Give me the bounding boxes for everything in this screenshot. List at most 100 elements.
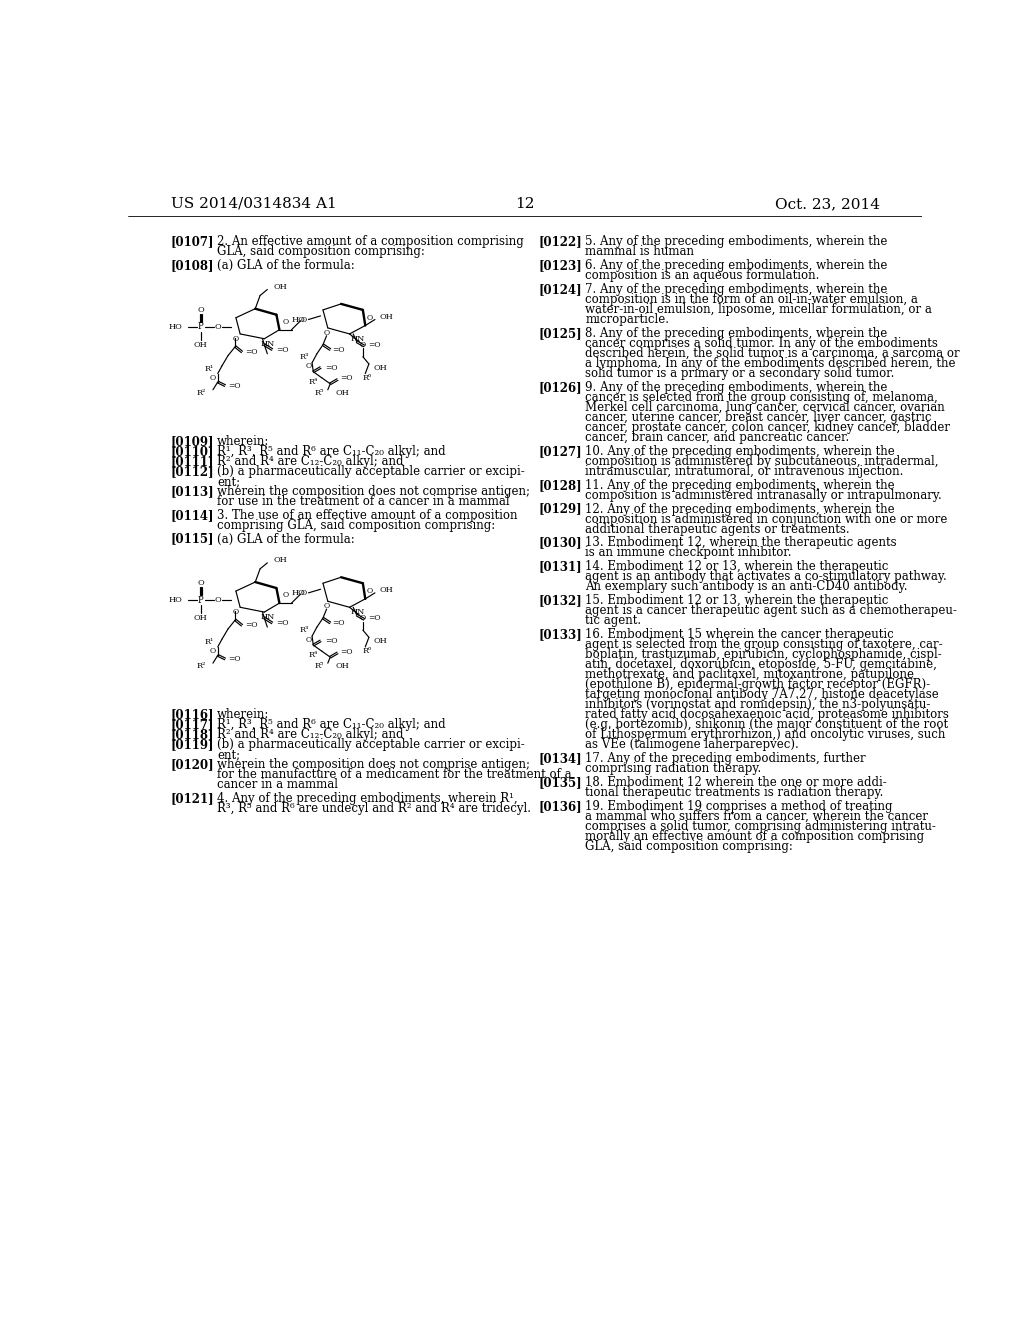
Text: HO: HO bbox=[169, 597, 182, 605]
Text: =O: =O bbox=[228, 381, 242, 389]
Text: [0130]: [0130] bbox=[539, 536, 583, 549]
Text: US 2014/0314834 A1: US 2014/0314834 A1 bbox=[171, 197, 336, 211]
Text: [0135]: [0135] bbox=[539, 776, 583, 789]
Text: OH: OH bbox=[379, 313, 393, 321]
Text: 12: 12 bbox=[515, 197, 535, 211]
Text: atin, docetaxel, doxorubicin, etoposide, 5-FU, gemcitabine,: atin, docetaxel, doxorubicin, etoposide,… bbox=[586, 659, 937, 671]
Text: [0112]: [0112] bbox=[171, 465, 214, 478]
Text: [0126]: [0126] bbox=[539, 381, 583, 393]
Text: R² and R⁴ are C₁₂-C₂₀ alkyl; and: R² and R⁴ are C₁₂-C₂₀ alkyl; and bbox=[217, 729, 403, 742]
Text: =O: =O bbox=[333, 346, 345, 354]
Text: [0134]: [0134] bbox=[539, 752, 583, 766]
Text: 8. Any of the preceding embodiments, wherein the: 8. Any of the preceding embodiments, whe… bbox=[586, 327, 888, 341]
Text: [0108]: [0108] bbox=[171, 259, 214, 272]
Text: methotrexate, and paclitaxel, mitoxantrone, patupilone: methotrexate, and paclitaxel, mitoxantro… bbox=[586, 668, 914, 681]
Text: Oct. 23, 2014: Oct. 23, 2014 bbox=[775, 197, 880, 211]
Text: [0117]: [0117] bbox=[171, 718, 214, 731]
Text: O: O bbox=[359, 614, 366, 622]
Text: =O: =O bbox=[368, 341, 380, 348]
Text: R¹, R³, R⁵ and R⁶ are C₁₁-C₂₀ alkyl; and: R¹, R³, R⁵ and R⁶ are C₁₁-C₂₀ alkyl; and bbox=[217, 718, 445, 731]
Text: additional therapeutic agents or treatments.: additional therapeutic agents or treatme… bbox=[586, 523, 850, 536]
Text: O: O bbox=[214, 322, 221, 331]
Text: O: O bbox=[301, 315, 306, 323]
Text: R³, R⁵ and R⁶ are undecyl and R² and R⁴ are tridecyl.: R³, R⁵ and R⁶ are undecyl and R² and R⁴ … bbox=[217, 803, 531, 816]
Text: HN: HN bbox=[351, 335, 365, 343]
Text: [0107]: [0107] bbox=[171, 235, 214, 248]
Text: for the manufacture of a medicament for the treatment of a: for the manufacture of a medicament for … bbox=[217, 768, 571, 781]
Text: HO: HO bbox=[291, 589, 305, 597]
Text: 19. Embodiment 19 comprises a method of treating: 19. Embodiment 19 comprises a method of … bbox=[586, 800, 893, 813]
Text: 17. Any of the preceding embodiments, further: 17. Any of the preceding embodiments, fu… bbox=[586, 752, 866, 766]
Text: cancer, brain cancer, and pancreatic cancer.: cancer, brain cancer, and pancreatic can… bbox=[586, 430, 850, 444]
Text: GLA, said composition comprising:: GLA, said composition comprising: bbox=[217, 246, 425, 259]
Text: [0123]: [0123] bbox=[539, 259, 583, 272]
Text: O: O bbox=[198, 306, 204, 314]
Text: R² and R⁴ are C₁₂-C₂₀ alkyl; and: R² and R⁴ are C₁₂-C₂₀ alkyl; and bbox=[217, 455, 403, 467]
Text: [0114]: [0114] bbox=[171, 508, 214, 521]
Text: HN: HN bbox=[260, 339, 274, 347]
Text: agent is selected from the group consisting of taxotere, car-: agent is selected from the group consist… bbox=[586, 638, 943, 651]
Text: O: O bbox=[232, 335, 239, 343]
Text: 18. Embodiment 12 wherein the one or more addi-: 18. Embodiment 12 wherein the one or mor… bbox=[586, 776, 887, 789]
Text: O: O bbox=[232, 609, 239, 616]
Text: (a) GLA of the formula:: (a) GLA of the formula: bbox=[217, 533, 355, 545]
Text: O: O bbox=[283, 591, 289, 599]
Text: OH: OH bbox=[379, 586, 393, 594]
Text: wherein the composition does not comprise antigen;: wherein the composition does not compris… bbox=[217, 484, 530, 498]
Text: comprising GLA, said composition comprising:: comprising GLA, said composition compris… bbox=[217, 519, 496, 532]
Text: described herein, the solid tumor is a carcinoma, a sarcoma or: described herein, the solid tumor is a c… bbox=[586, 347, 959, 360]
Text: [0121]: [0121] bbox=[171, 792, 214, 805]
Text: boplatin, trastuzumab, epirubicin, cyclophosphamide, cispl-: boplatin, trastuzumab, epirubicin, cyclo… bbox=[586, 648, 942, 661]
Text: HO: HO bbox=[291, 315, 305, 323]
Text: cancer comprises a solid tumor. In any of the embodiments: cancer comprises a solid tumor. In any o… bbox=[586, 337, 938, 350]
Text: O: O bbox=[367, 587, 373, 595]
Text: [0131]: [0131] bbox=[539, 560, 583, 573]
Text: HN: HN bbox=[260, 612, 274, 620]
Text: [0128]: [0128] bbox=[539, 479, 583, 492]
Text: comprises a solid tumor, comprising administering intratu-: comprises a solid tumor, comprising admi… bbox=[586, 820, 936, 833]
Text: OH: OH bbox=[373, 363, 387, 371]
Text: morally an effective amount of a composition comprising: morally an effective amount of a composi… bbox=[586, 830, 925, 843]
Text: Merkel cell carcinoma, lung cancer, cervical cancer, ovarian: Merkel cell carcinoma, lung cancer, cerv… bbox=[586, 401, 945, 414]
Text: targeting monoclonal antibody 7A7.27, histone deacetylase: targeting monoclonal antibody 7A7.27, hi… bbox=[586, 688, 939, 701]
Text: =O: =O bbox=[228, 655, 242, 663]
Text: wherein:: wherein: bbox=[217, 708, 269, 721]
Text: [0127]: [0127] bbox=[539, 445, 583, 458]
Text: P: P bbox=[198, 595, 204, 605]
Text: O: O bbox=[305, 636, 311, 644]
Text: O: O bbox=[367, 314, 373, 322]
Text: =O: =O bbox=[368, 614, 380, 622]
Text: [0110]: [0110] bbox=[171, 445, 214, 458]
Text: O: O bbox=[324, 329, 330, 337]
Text: cancer, prostate cancer, colon cancer, kidney cancer, bladder: cancer, prostate cancer, colon cancer, k… bbox=[586, 421, 950, 434]
Text: 6. Any of the preceding embodiments, wherein the: 6. Any of the preceding embodiments, whe… bbox=[586, 259, 888, 272]
Text: OH: OH bbox=[273, 282, 287, 292]
Text: O: O bbox=[214, 597, 221, 605]
Text: cancer is selected from the group consisting of, melanoma,: cancer is selected from the group consis… bbox=[586, 391, 938, 404]
Text: R⁴: R⁴ bbox=[309, 651, 318, 659]
Text: 16. Embodiment 15 wherein the cancer therapeutic: 16. Embodiment 15 wherein the cancer the… bbox=[586, 628, 894, 642]
Text: as VEe (talimogene laherparepvec).: as VEe (talimogene laherparepvec). bbox=[586, 738, 799, 751]
Text: O: O bbox=[210, 647, 216, 655]
Text: [0122]: [0122] bbox=[539, 235, 583, 248]
Text: 3. The use of an effective amount of a composition: 3. The use of an effective amount of a c… bbox=[217, 508, 517, 521]
Text: water-in-oil emulsion, liposome, micellar formulation, or a: water-in-oil emulsion, liposome, micella… bbox=[586, 304, 932, 317]
Text: [0124]: [0124] bbox=[539, 284, 583, 296]
Text: 15. Embodiment 12 or 13, wherein the therapeutic: 15. Embodiment 12 or 13, wherein the the… bbox=[586, 594, 889, 607]
Text: [0115]: [0115] bbox=[171, 533, 214, 545]
Text: wherein:: wherein: bbox=[217, 434, 269, 447]
Text: GLA, said composition comprising:: GLA, said composition comprising: bbox=[586, 840, 794, 853]
Text: [0118]: [0118] bbox=[171, 729, 214, 742]
Text: tional therapeutic treatments is radiation therapy.: tional therapeutic treatments is radiati… bbox=[586, 785, 884, 799]
Text: R¹, R³, R⁵ and R⁶ are C₁₁-C₂₀ alkyl; and: R¹, R³, R⁵ and R⁶ are C₁₁-C₂₀ alkyl; and bbox=[217, 445, 445, 458]
Text: solid tumor is a primary or a secondary solid tumor.: solid tumor is a primary or a secondary … bbox=[586, 367, 895, 380]
Text: a lymphoma. In any of the embodiments described herein, the: a lymphoma. In any of the embodiments de… bbox=[586, 358, 955, 370]
Text: OH: OH bbox=[335, 389, 349, 397]
Text: (epothilone B), epidermal-growth factor receptor (EGFR)-: (epothilone B), epidermal-growth factor … bbox=[586, 678, 931, 692]
Text: R¹: R¹ bbox=[205, 364, 214, 372]
Text: composition is administered intranasally or intrapulmonary.: composition is administered intranasally… bbox=[586, 488, 942, 502]
Text: 14. Embodiment 12 or 13, wherein the therapeutic: 14. Embodiment 12 or 13, wherein the the… bbox=[586, 560, 889, 573]
Text: O: O bbox=[324, 602, 330, 610]
Text: =O: =O bbox=[333, 619, 345, 627]
Text: tic agent.: tic agent. bbox=[586, 614, 641, 627]
